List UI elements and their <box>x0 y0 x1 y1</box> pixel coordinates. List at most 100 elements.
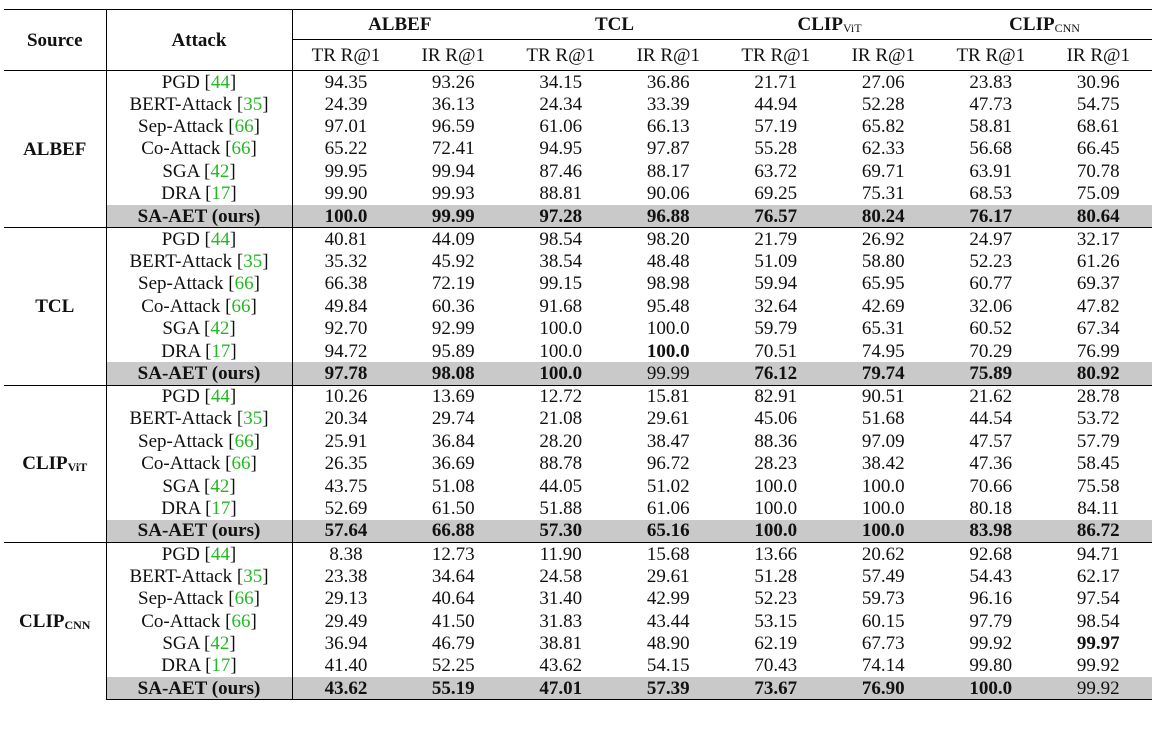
value-cell: 32.17 <box>1044 227 1153 251</box>
value-cell: 61.50 <box>431 497 475 519</box>
source-model-label: CLIPViT <box>4 384 107 543</box>
attack-method-label: SGA [42] <box>106 632 293 655</box>
value-cell: 66.88 <box>399 519 508 544</box>
value-cell: 97.87 <box>646 138 690 160</box>
header-source: Source <box>4 9 107 71</box>
value-cell: 13.66 <box>722 542 830 566</box>
attack-method-label: DRA [17] <box>106 182 293 205</box>
value-cell: 100.0 <box>861 497 905 519</box>
value-cell: 96.16 <box>969 588 1013 610</box>
attack-method-label: DRA [17] <box>106 497 293 520</box>
value-cell: 100.0 <box>646 318 690 340</box>
value-cell: 8.38 <box>292 542 400 566</box>
citation-link[interactable]: 66 <box>234 116 254 138</box>
value-cell: 97.28 <box>507 204 615 229</box>
citation-link[interactable]: 35 <box>243 408 263 430</box>
value-cell: 23.83 <box>937 70 1045 93</box>
source-model-label: ALBEF <box>4 69 107 228</box>
table-row: SGA [42] 99.95 99.94 87.46 88.17 63.72 69.71 63… <box>4 160 1152 183</box>
value-cell: 29.13 <box>324 588 368 610</box>
citation-link[interactable]: 66 <box>234 588 254 610</box>
citation-link[interactable]: 17 <box>211 655 231 677</box>
attack-method-label: PGD [44] <box>106 70 293 93</box>
citation-link[interactable]: 44 <box>210 386 230 408</box>
citation-link[interactable]: 35 <box>243 565 263 587</box>
value-cell: 100.0 <box>722 519 830 544</box>
citation-link[interactable]: 66 <box>231 453 251 475</box>
value-cell: 73.67 <box>722 676 830 701</box>
value-cell: 41.50 <box>431 610 475 632</box>
value-cell: 67.34 <box>1076 318 1120 340</box>
value-cell: 76.17 <box>937 204 1045 229</box>
value-cell: 52.23 <box>969 251 1013 273</box>
citation-link[interactable]: 42 <box>210 475 230 497</box>
value-cell: 98.20 <box>614 227 723 251</box>
attack-method-label: PGD [44] <box>106 384 293 408</box>
value-cell: 86.72 <box>1044 519 1153 544</box>
header-attack: Attack <box>106 9 293 71</box>
value-cell: 62.17 <box>1076 565 1120 587</box>
value-cell: 43.62 <box>292 676 400 701</box>
value-cell: 44.54 <box>969 408 1013 430</box>
source-model-label: CLIPCNN <box>4 542 107 700</box>
attack-method-label: DRA [17] <box>106 339 293 363</box>
citation-link[interactable]: 44 <box>210 228 230 250</box>
value-cell: 93.26 <box>399 70 508 93</box>
value-cell: 65.95 <box>861 273 905 295</box>
header-metric-ir: IR R@1 <box>399 39 508 71</box>
value-cell: 99.92 <box>1044 676 1153 701</box>
value-cell: 52.23 <box>754 588 798 610</box>
value-cell: 51.08 <box>431 475 475 497</box>
citation-link[interactable]: 66 <box>234 273 254 295</box>
value-cell: 49.84 <box>324 295 368 317</box>
table-row: DRA [17] 99.90 99.93 88.81 90.06 69.25 75.31 68… <box>4 182 1152 205</box>
citation-link[interactable]: 66 <box>231 138 251 160</box>
value-cell: 12.73 <box>399 542 508 566</box>
citation-link[interactable]: 42 <box>210 632 230 654</box>
value-cell: 57.49 <box>861 565 905 587</box>
value-cell: 99.92 <box>1076 655 1120 677</box>
value-cell: 99.95 <box>324 160 368 182</box>
value-cell: 36.94 <box>324 632 368 654</box>
value-cell: 36.13 <box>431 93 475 115</box>
value-cell: 47.82 <box>1076 295 1120 317</box>
value-cell: 63.72 <box>754 160 798 182</box>
value-cell: 70.29 <box>969 340 1013 362</box>
attack-method-label: Co-Attack [66] <box>106 295 293 318</box>
value-cell: 69.25 <box>754 183 798 205</box>
table-row: DRA [17] 94.72 95.89 100.0 100.0 70.51 74.95 70… <box>4 339 1152 363</box>
citation-link[interactable]: 44 <box>210 543 230 565</box>
citation-link[interactable]: 42 <box>210 160 230 182</box>
citation-link[interactable]: 66 <box>231 610 251 632</box>
value-cell: 92.68 <box>937 542 1045 566</box>
value-cell: 94.95 <box>539 138 583 160</box>
citation-link[interactable]: 35 <box>243 251 263 273</box>
value-cell: 69.71 <box>861 160 905 182</box>
table-row: BERT-Attack [35] 23.38 34.64 24.58 29.61 51.2… <box>4 565 1152 588</box>
attack-method-label: BERT-Attack [35] <box>106 565 293 588</box>
value-cell: 42.69 <box>861 295 905 317</box>
value-cell: 57.19 <box>754 116 798 138</box>
value-cell: 53.15 <box>754 610 798 632</box>
citation-link[interactable]: 17 <box>211 497 231 519</box>
value-cell: 28.78 <box>1044 384 1153 408</box>
value-cell: 36.86 <box>614 70 723 93</box>
value-cell: 99.80 <box>969 655 1013 677</box>
citation-link[interactable]: 66 <box>231 295 251 317</box>
value-cell: 100.0 <box>754 475 798 497</box>
table-row: TCL PGD [44] 40.81 44.09 98.54 98.20 21.79 26.9… <box>4 227 1153 386</box>
citation-link[interactable]: 66 <box>234 430 254 452</box>
attack-method-label: BERT-Attack [35] <box>106 93 293 116</box>
citation-link[interactable]: 44 <box>210 71 230 93</box>
value-cell: 99.93 <box>431 183 475 205</box>
value-cell: 74.95 <box>861 340 905 362</box>
value-cell: 51.68 <box>861 408 905 430</box>
value-cell: 99.97 <box>1076 632 1120 654</box>
value-cell: 99.90 <box>324 183 368 205</box>
citation-link[interactable]: 17 <box>211 183 231 205</box>
citation-link[interactable]: 42 <box>210 318 230 340</box>
value-cell: 72.19 <box>431 273 475 295</box>
citation-link[interactable]: 17 <box>211 340 231 362</box>
value-cell: 75.09 <box>1076 183 1120 205</box>
citation-link[interactable]: 35 <box>243 93 263 115</box>
